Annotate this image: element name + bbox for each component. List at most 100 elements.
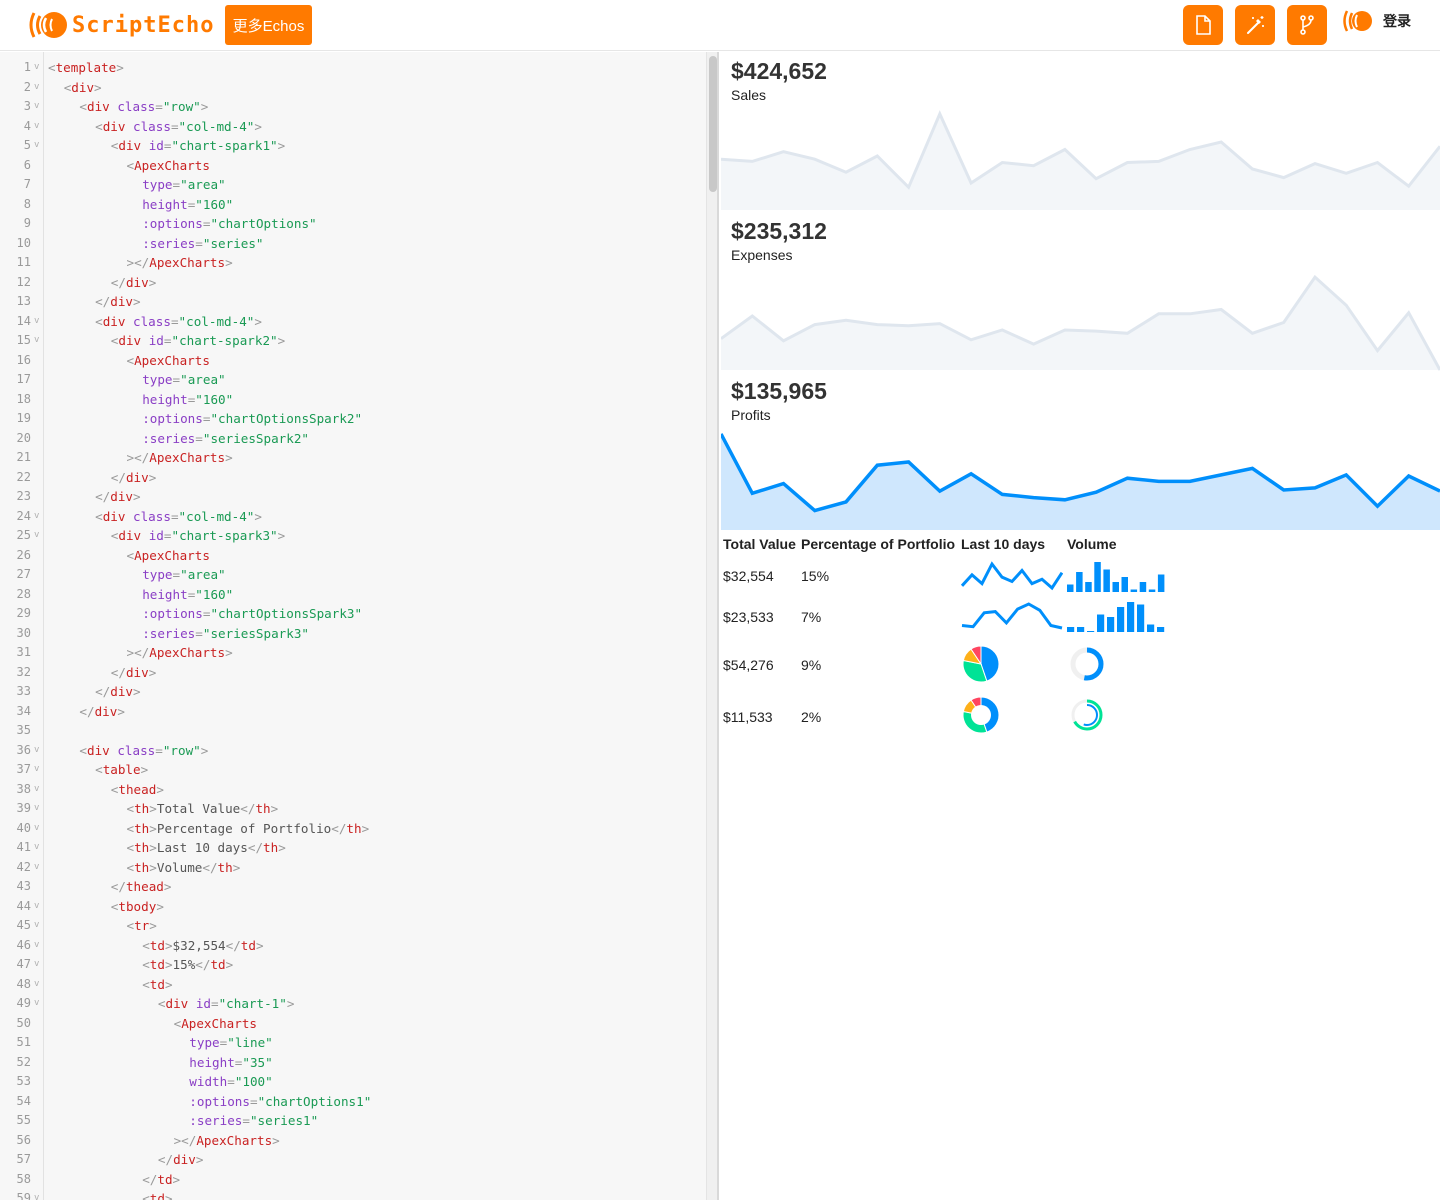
code-line[interactable]: 18 height="160" bbox=[0, 390, 704, 410]
fold-toggle-icon[interactable]: v bbox=[34, 900, 40, 911]
fold-toggle-icon[interactable]: v bbox=[34, 1193, 40, 1200]
code-line[interactable]: 3 v <div class="row"> bbox=[0, 97, 704, 117]
fold-toggle-icon[interactable]: v bbox=[34, 959, 40, 969]
fold-toggle-icon[interactable]: v bbox=[34, 62, 40, 72]
fork-button[interactable] bbox=[1287, 5, 1327, 45]
fold-toggle-icon[interactable]: v bbox=[34, 335, 40, 345]
fold-toggle-icon[interactable]: v bbox=[34, 783, 40, 794]
code-line[interactable]: 16 <ApexCharts bbox=[0, 351, 704, 371]
code-line[interactable]: 29:options="chartOptionsSpark3" bbox=[0, 604, 704, 624]
code-line[interactable]: 40 v <th>Percentage of Portfolio</th> bbox=[0, 819, 704, 839]
fold-toggle-icon[interactable]: v bbox=[34, 530, 40, 540]
code-line[interactable]: 30:series="seriesSpark3" bbox=[0, 624, 704, 644]
code-line[interactable]: 24 v <div class="col-md-4"> bbox=[0, 507, 704, 527]
fold-toggle-icon[interactable]: v bbox=[34, 315, 40, 326]
fold-toggle-icon[interactable]: v bbox=[34, 81, 40, 92]
code-line[interactable]: 47 v <td>15%</td> bbox=[0, 955, 704, 975]
login-link[interactable]: 登录 bbox=[1383, 13, 1411, 29]
code-line[interactable]: 55:series="series1" bbox=[0, 1111, 704, 1131]
new-file-button[interactable] bbox=[1183, 5, 1223, 45]
code-editor[interactable]: 1 v <template> 2 v <div> 3 v <div class="row"> 4 v… bbox=[0, 52, 719, 1200]
code-line[interactable]: 15 v <div id="chart-spark2"> bbox=[0, 331, 704, 351]
code-line[interactable]: 51 type="line" bbox=[0, 1033, 704, 1053]
code-line[interactable]: 9:options="chartOptions" bbox=[0, 214, 704, 234]
code-token: div bbox=[125, 664, 149, 680]
editor-scrollbar[interactable] bbox=[706, 52, 717, 1200]
fold-toggle-icon[interactable]: v bbox=[34, 998, 40, 1008]
code-line[interactable]: 25 v <div id="chart-spark3"> bbox=[0, 526, 704, 546]
code-token: > bbox=[148, 274, 157, 290]
code-line[interactable]: 11 ></ApexCharts> bbox=[0, 253, 704, 273]
code-line[interactable]: 5 v <div id="chart-spark1"> bbox=[0, 136, 704, 156]
fold-toggle-icon[interactable]: v bbox=[34, 822, 40, 833]
code-line[interactable]: 17 type="area" bbox=[0, 370, 704, 390]
code-line[interactable]: 35 bbox=[0, 721, 704, 741]
code-line[interactable]: 10:series="series" bbox=[0, 234, 704, 254]
code-line[interactable]: 12 </div> bbox=[0, 273, 704, 293]
code-line[interactable]: 43 </thead> bbox=[0, 877, 704, 897]
code-line[interactable]: 1 v <template> bbox=[0, 58, 704, 78]
fold-toggle-icon[interactable]: v bbox=[34, 842, 40, 852]
code-line[interactable]: 14 v <div class="col-md-4"> bbox=[0, 312, 704, 332]
code-line[interactable]: 57 </div> bbox=[0, 1150, 704, 1170]
code-line[interactable]: 46 v <td>$32,554</td> bbox=[0, 936, 704, 956]
fold-toggle-icon[interactable]: v bbox=[34, 803, 40, 813]
fold-toggle-icon[interactable]: v bbox=[34, 120, 40, 131]
code-line[interactable]: 56 ></ApexCharts> bbox=[0, 1131, 704, 1151]
code-line[interactable]: 52 height="35" bbox=[0, 1053, 704, 1073]
code-line[interactable]: 36 v <div class="row"> bbox=[0, 741, 704, 761]
code-line[interactable]: 7 type="area" bbox=[0, 175, 704, 195]
fold-toggle-icon[interactable]: v bbox=[34, 510, 40, 521]
code-line[interactable]: 31 ></ApexCharts> bbox=[0, 643, 704, 663]
code-line[interactable]: 19:options="chartOptionsSpark2" bbox=[0, 409, 704, 429]
logo[interactable]: ScriptEcho bbox=[28, 6, 214, 44]
code-line[interactable]: 20:series="seriesSpark2" bbox=[0, 429, 704, 449]
fold-toggle-icon[interactable]: v bbox=[34, 101, 40, 111]
code-line[interactable]: 49 v <div id="chart-1"> bbox=[0, 994, 704, 1014]
user-avatar-icon[interactable] bbox=[1342, 6, 1374, 36]
code-line[interactable]: 6 <ApexCharts bbox=[0, 156, 704, 176]
magic-generate-button[interactable] bbox=[1235, 5, 1275, 45]
code-token: :options bbox=[142, 411, 203, 426]
fold-toggle-icon[interactable]: v bbox=[34, 978, 40, 989]
fold-toggle-icon[interactable]: v bbox=[34, 764, 40, 774]
code-line[interactable]: 32 </div> bbox=[0, 663, 704, 683]
code-line[interactable]: 54:options="chartOptions1" bbox=[0, 1092, 704, 1112]
code-line[interactable]: 39 v <th>Total Value</th> bbox=[0, 799, 704, 819]
code-line[interactable]: 13 </div> bbox=[0, 292, 704, 312]
code-text: :options="chartOptions" bbox=[142, 214, 316, 234]
fold-toggle-icon[interactable]: v bbox=[34, 744, 40, 755]
code-line[interactable]: 42 v <th>Volume</th> bbox=[0, 858, 704, 878]
code-line[interactable]: 58 </td> bbox=[0, 1170, 704, 1190]
code-line[interactable]: 48 v <td> bbox=[0, 975, 704, 995]
code-line[interactable]: 38 v <thead> bbox=[0, 780, 704, 800]
code-token: type bbox=[142, 177, 173, 192]
code-line[interactable]: 21 ></ApexCharts> bbox=[0, 448, 704, 468]
fold-toggle-icon[interactable]: v bbox=[34, 861, 40, 872]
code-lines[interactable]: 1 v <template> 2 v <div> 3 v <div class="row"> 4 v… bbox=[0, 58, 704, 1200]
fold-toggle-icon[interactable]: v bbox=[34, 939, 40, 950]
code-line[interactable]: 45 v <tr> bbox=[0, 916, 704, 936]
code-line[interactable]: 23 </div> bbox=[0, 487, 704, 507]
code-line[interactable]: 59 v <td> bbox=[0, 1189, 704, 1200]
code-line[interactable]: 4 v <div class="col-md-4"> bbox=[0, 117, 704, 137]
code-line[interactable]: 53 width="100" bbox=[0, 1072, 704, 1092]
code-line[interactable]: 2 v <div> bbox=[0, 78, 704, 98]
code-text: ></ApexCharts> bbox=[127, 253, 233, 273]
code-line[interactable]: 34 </div> bbox=[0, 702, 704, 722]
fold-toggle-icon[interactable]: v bbox=[34, 140, 40, 150]
code-line[interactable]: 41 v <th>Last 10 days</th> bbox=[0, 838, 704, 858]
volume-bar-chart bbox=[1067, 561, 1165, 592]
code-line[interactable]: 28 height="160" bbox=[0, 585, 704, 605]
code-line[interactable]: 27 type="area" bbox=[0, 565, 704, 585]
code-line[interactable]: 50 <ApexCharts bbox=[0, 1014, 704, 1034]
code-line[interactable]: 44 v <tbody> bbox=[0, 897, 704, 917]
code-line[interactable]: 22 </div> bbox=[0, 468, 704, 488]
code-line[interactable]: 37 v <table> bbox=[0, 760, 704, 780]
code-line[interactable]: 8 height="160" bbox=[0, 195, 704, 215]
fold-toggle-icon[interactable]: v bbox=[34, 920, 40, 930]
scrollbar-thumb[interactable] bbox=[709, 56, 717, 192]
code-line[interactable]: 26 <ApexCharts bbox=[0, 546, 704, 566]
code-line[interactable]: 33 </div> bbox=[0, 682, 704, 702]
more-echos-button[interactable]: 更多Echos bbox=[225, 5, 312, 45]
